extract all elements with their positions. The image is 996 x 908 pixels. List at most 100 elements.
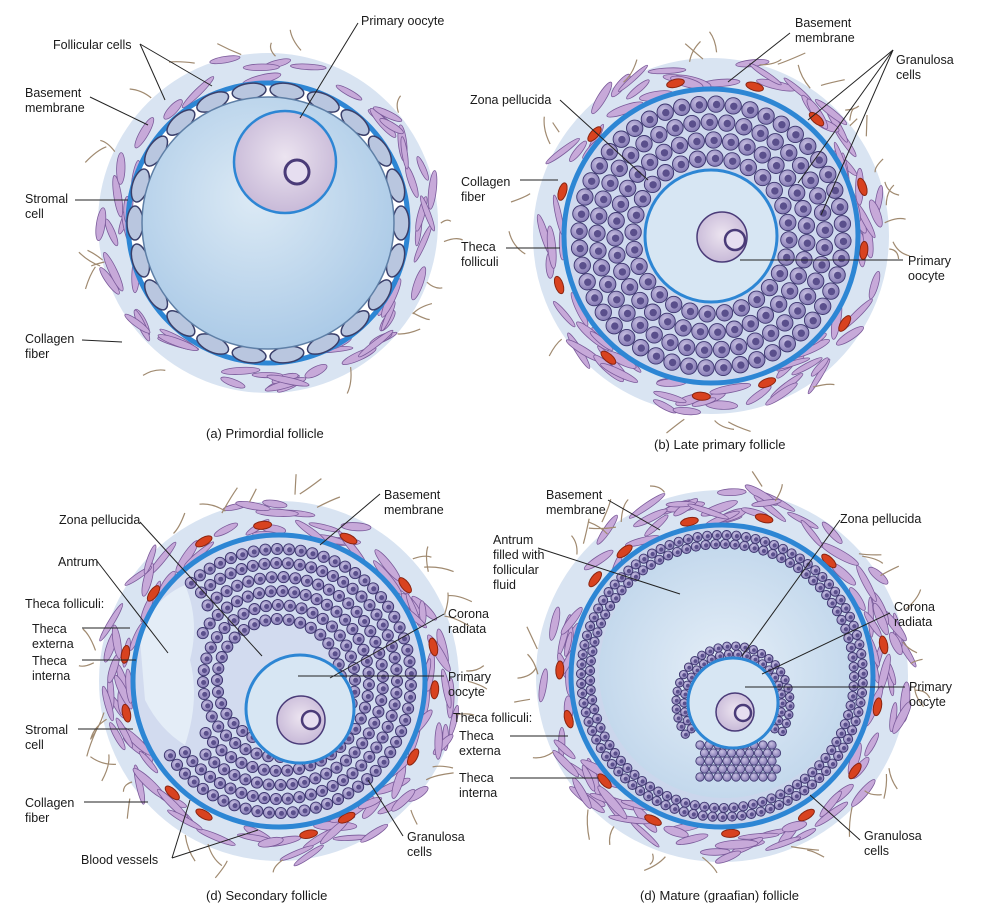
label-stromal-cell-1: Stromal [25,192,68,206]
cell-nucleus [821,226,830,234]
labels-panel-c: Basement membrane Zona pellucida Antrum … [25,488,492,903]
cell-nucleus [743,645,748,650]
cell-nucleus [407,659,413,665]
collagen-fiber [759,58,782,66]
collagen-fiber [532,751,554,759]
stromal-cell [819,790,842,818]
cell-nucleus [337,593,342,599]
cell-nucleus [740,123,749,131]
label-stromal-cell-1: Stromal [25,723,68,737]
cell-nucleus [229,556,234,561]
antrum [140,585,194,745]
cell-nucleus [820,575,826,580]
cell-nucleus [239,760,245,766]
cell-nucleus [839,731,844,736]
granulosa-cell [749,772,759,782]
cell-nucleus [682,701,687,706]
stromal-cell [856,565,877,602]
cell-nucleus [812,277,820,286]
cell-nucleus [691,812,696,817]
cell-nucleus [297,562,303,568]
stromal-cell [379,118,404,135]
stromal-cell [569,140,587,162]
cell-nucleus [623,309,632,318]
cell-nucleus [829,748,835,753]
cell-nucleus [588,678,593,683]
cell-nucleus [843,627,849,632]
cell-nucleus [374,745,380,751]
cell-nucleus [778,792,784,797]
cell-nucleus [810,770,816,775]
cell-nucleus [208,645,214,651]
cell-nucleus [683,344,691,352]
stromal-cell [400,136,409,170]
blood-vessel [872,697,883,717]
cell-nucleus [684,547,690,552]
cell-nucleus [840,618,845,623]
collagen-fiber [571,535,578,555]
label-theca-interna-2: interna [459,786,497,800]
collagen-fiber [777,52,806,65]
cell-nucleus [787,788,792,793]
blood-vessel [857,177,868,197]
cell-nucleus [646,794,651,799]
stromal-cell [807,358,831,395]
cell-nucleus [668,358,677,367]
cell-nucleus [763,112,771,121]
cell-nucleus [221,798,227,804]
cell-nucleus [664,318,672,326]
cell-nucleus [191,779,197,785]
cell-nucleus [783,678,788,682]
cell-nucleus [395,679,401,684]
cell-nucleus [657,558,663,563]
collagen-fiber [425,546,429,572]
blood-vessel [721,828,741,838]
cell-nucleus [671,124,680,132]
collagen-fiber [864,790,882,796]
cell-nucleus [786,686,791,691]
cell-nucleus [660,149,669,157]
cell-nucleus [224,711,230,717]
collagen-fiber [892,241,910,257]
cell-nucleus [656,291,664,299]
granulosa-cell [758,756,768,766]
cell-nucleus [759,151,767,159]
stromal-cell [221,366,261,375]
cell-nucleus [778,121,786,129]
collagen-fiber [865,114,868,137]
stromal-cell [781,820,808,833]
stromal-cell [745,385,772,405]
collagen-fiber [587,521,608,535]
cell-nucleus [581,193,590,202]
collagen-fiber [443,238,463,243]
granulosa-cell [767,772,777,782]
label-granulosa-cells-1: Granulosa [896,53,954,67]
cell-nucleus [790,551,795,556]
blood-vessel [745,81,764,92]
cell-nucleus [861,661,866,667]
stromal-cell [647,67,687,75]
cell-nucleus [803,239,812,247]
collagen-fiber [623,59,638,83]
stromal-cell [564,631,573,657]
cell-nucleus [779,670,784,675]
collagen-fiber [701,856,718,874]
cell-nucleus [686,537,691,542]
cell-nucleus [359,594,365,600]
cell-nucleus [380,686,386,692]
cell-nucleus [591,294,599,302]
cell-nucleus [601,598,606,603]
granulosa-cell [771,748,782,758]
stromal-cell [810,357,829,377]
cell-nucleus [228,571,234,577]
nucleolus [300,709,322,731]
cell-nucleus [786,799,791,804]
cell-nucleus [209,714,215,720]
follicular-cell [126,205,144,241]
stromal-cell [709,383,752,395]
cell-nucleus [830,601,835,606]
cell-nucleus [595,212,604,221]
cell-nucleus [608,604,613,609]
cell-nucleus [334,609,340,615]
granulosa-cell [695,756,705,766]
